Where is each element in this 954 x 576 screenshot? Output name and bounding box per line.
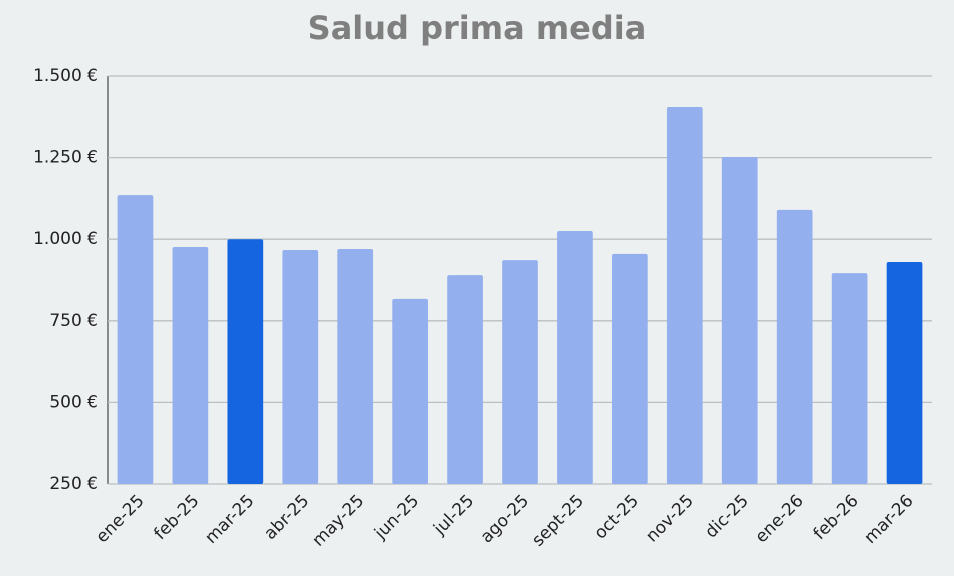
x-tick-label: ene-26 [752, 491, 808, 547]
bar [172, 247, 209, 484]
bar [612, 253, 648, 484]
x-tick-label: oct-25 [590, 491, 642, 543]
bar [502, 260, 538, 484]
x-tick-label: ene-25 [92, 491, 148, 547]
y-tick-label: 250 € [49, 474, 98, 494]
y-tick-label: 1.250 € [33, 148, 98, 168]
x-tick-label: feb-26 [810, 491, 863, 544]
bar [831, 273, 868, 484]
bar [117, 195, 154, 485]
x-tick-label: ago-25 [477, 491, 533, 547]
bar [447, 275, 483, 484]
chart-title: Salud prima media [308, 9, 647, 47]
x-tick-label: nov-25 [642, 491, 698, 547]
bar [886, 262, 923, 484]
bar [557, 231, 593, 484]
y-tick-label: 750 € [49, 311, 98, 331]
x-tick-label: jul-25 [429, 491, 478, 540]
y-tick-label: 1.000 € [33, 229, 98, 249]
bar [666, 107, 703, 485]
x-tick-label: abr-25 [260, 491, 313, 544]
bar [337, 248, 374, 484]
x-tick-label: feb-25 [150, 491, 203, 544]
y-tick-label: 500 € [49, 392, 98, 412]
y-tick-label: 1.500 € [33, 66, 98, 86]
x-tick-label: sept-25 [528, 491, 588, 551]
bar [282, 249, 319, 484]
bar [776, 209, 813, 484]
x-tick-label: dic-25 [701, 491, 752, 542]
x-tick-label: jun-25 [370, 491, 423, 544]
bar [721, 156, 758, 484]
x-tick-label: mar-25 [201, 491, 258, 548]
bar [227, 239, 264, 484]
bar [392, 298, 428, 484]
x-tick-label: mar-26 [861, 491, 918, 548]
x-tick-label: may-25 [309, 491, 369, 551]
